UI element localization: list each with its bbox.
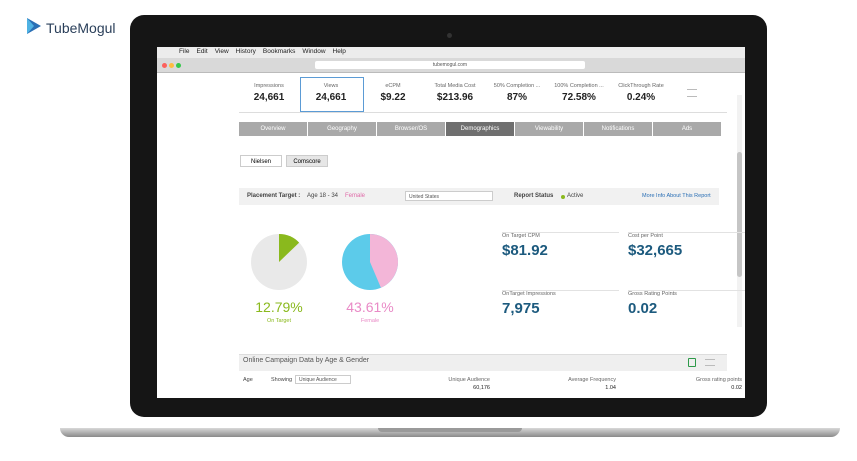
metric-label: Impressions — [254, 83, 284, 89]
metric-label: ClickThrough Rate — [618, 83, 664, 89]
kpi-value: 0.02 — [628, 300, 658, 317]
kpi-value: 7,975 — [502, 300, 540, 317]
metric-value: 24,661 — [253, 92, 285, 103]
laptop-notch — [378, 428, 522, 432]
metric-label: 100% Completion ... — [554, 83, 604, 89]
menu-item[interactable]: View — [214, 48, 229, 55]
kpi-label: Cost per Point — [628, 233, 663, 239]
laptop-base — [60, 428, 840, 437]
placement-age: Age 18 - 34 — [307, 193, 339, 199]
url-bar[interactable]: tubemogul.com — [315, 61, 585, 69]
menu-item[interactable]: Edit — [196, 48, 208, 55]
export-icon[interactable] — [688, 358, 696, 367]
kpi-rule — [628, 232, 745, 233]
column-value: 0.02 — [731, 385, 742, 391]
metric-label: 50% Completion ... — [493, 83, 541, 89]
metric-value: 87% — [506, 92, 527, 103]
tab[interactable]: Ads — [653, 122, 721, 136]
menu-item[interactable]: Bookmarks — [262, 48, 296, 55]
pie-slice — [370, 234, 399, 288]
kpi-value: $81.92 — [502, 242, 548, 259]
age-label: Age — [243, 377, 253, 383]
menu-item[interactable]: Window — [302, 48, 326, 55]
screen: tubemogul.com United States Unique Audie… — [157, 47, 745, 398]
kpi-label: OnTarget Impressions — [502, 291, 556, 297]
brand: TubeMogul — [46, 20, 116, 36]
window-button[interactable] — [169, 63, 174, 68]
status: Active — [567, 193, 584, 199]
metric-value: $9.22 — [380, 92, 406, 103]
kpi-rule — [628, 290, 745, 291]
menu-item[interactable]: Help — [332, 48, 346, 55]
source-tab[interactable]: Comscore — [286, 155, 328, 167]
tab[interactable]: Geography — [308, 122, 376, 136]
tab[interactable]: Overview — [239, 122, 307, 136]
more-info[interactable]: More Info About This Report — [642, 193, 711, 199]
metric-value: 0.24% — [626, 92, 656, 103]
column-label: Average Frequency — [568, 377, 616, 383]
placement-label: Placement Target : — [247, 193, 301, 199]
window-button[interactable] — [162, 63, 167, 68]
pie-caption: Female — [360, 318, 380, 324]
column-label: Gross rating points — [695, 377, 742, 383]
showing-select[interactable]: Unique Audience — [295, 375, 351, 384]
metric-label: Total Media Cost — [434, 83, 476, 89]
metrics-menu[interactable] — [687, 89, 697, 97]
camera — [447, 33, 452, 38]
kpi-value: $32,665 — [628, 242, 683, 259]
column-value: 1.04 — [605, 385, 616, 391]
tab[interactable]: Viewability — [515, 122, 583, 136]
table-menu[interactable] — [705, 359, 715, 366]
status-label: Report Status — [514, 193, 554, 199]
pie-slice — [279, 234, 300, 262]
metrics-bar — [239, 74, 727, 113]
pie-caption: On Target — [266, 318, 292, 324]
metric-value: 72.58% — [562, 92, 596, 103]
metric-value: $213.96 — [436, 92, 474, 103]
metric-value: 24,661 — [315, 92, 347, 103]
window-button[interactable] — [176, 63, 181, 68]
kpi-label: Gross Rating Points — [628, 291, 677, 297]
menu-item[interactable]: File — [179, 48, 190, 55]
menu-item[interactable]: History — [235, 48, 256, 55]
status-dot — [561, 195, 565, 199]
kpi-rule — [502, 290, 619, 291]
logo-icon — [27, 18, 41, 34]
metric-selected — [300, 77, 364, 112]
pie-layer — [251, 234, 399, 290]
menu-bar — [157, 47, 745, 58]
placement-gender: Female — [345, 193, 366, 199]
kpi-label: On Target CPM — [502, 233, 540, 239]
metric-label: Views — [323, 83, 339, 89]
pie-label: 43.61% — [346, 299, 394, 315]
source-tab[interactable]: Nielsen — [240, 155, 282, 167]
pie-label: 12.79% — [255, 299, 303, 315]
column-label: Unique Audience — [448, 377, 490, 383]
kpi-rule — [502, 232, 619, 233]
tab[interactable]: Demographics — [446, 122, 514, 136]
metric-label: eCPM — [385, 83, 401, 89]
table-title: Online Campaign Data by Age & Gender — [243, 357, 370, 364]
column-value: 60,176 — [473, 385, 490, 391]
tab[interactable]: Browser/OS — [377, 122, 445, 136]
table-header — [239, 354, 727, 371]
scrollbar[interactable] — [737, 152, 742, 277]
showing-label: Showing — [271, 377, 293, 383]
country-select[interactable]: United States — [405, 191, 493, 201]
tab[interactable]: Notifications — [584, 122, 652, 136]
